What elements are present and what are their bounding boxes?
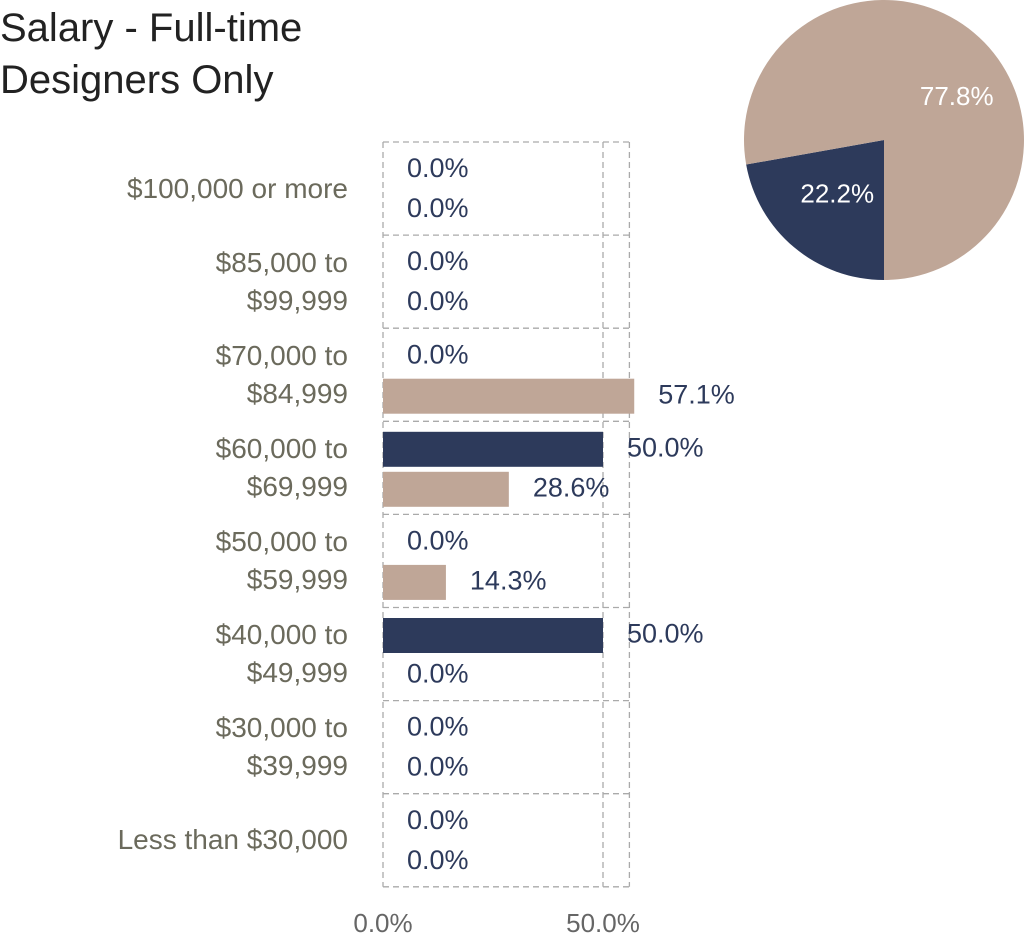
category-label: $50,000 to $59,999 <box>215 525 348 595</box>
bar <box>383 471 509 507</box>
category-label: $30,000 to $39,999 <box>215 712 348 782</box>
pie-slice <box>746 140 884 280</box>
category-label: $100,000 or more <box>126 172 348 204</box>
bar <box>383 564 446 600</box>
category-label: Less than $30,000 <box>117 824 348 856</box>
value-label: 0.0% <box>407 805 469 835</box>
value-label: 0.0% <box>407 659 469 689</box>
chart-title: Salary - Full-time Designers Only <box>0 6 303 102</box>
bar <box>383 618 603 653</box>
value-label: 0.0% <box>407 339 469 369</box>
value-label: 0.0% <box>407 712 469 742</box>
pie-slice <box>744 0 1024 280</box>
category-label: $60,000 to $69,999 <box>215 432 348 502</box>
category-label: $40,000 to $49,999 <box>215 619 348 689</box>
value-label: 50.0% <box>627 619 704 649</box>
value-label: 0.0% <box>407 752 469 782</box>
value-label: 0.0% <box>407 246 469 276</box>
slice-label: 22.2% <box>800 179 874 209</box>
value-label: 0.0% <box>407 153 469 183</box>
bar <box>383 431 603 467</box>
x-tick-label: 50.0% <box>566 908 640 938</box>
value-label: 14.3% <box>470 566 547 596</box>
value-label: 57.1% <box>658 379 735 409</box>
category-label: $70,000 to $84,999 <box>215 339 348 409</box>
value-label: 50.0% <box>627 432 704 462</box>
value-label: 0.0% <box>407 845 469 875</box>
value-label: 0.0% <box>407 526 469 556</box>
x-tick-label: 0.0% <box>353 908 412 938</box>
value-label: 28.6% <box>533 472 610 502</box>
value-label: 0.0% <box>407 193 469 223</box>
slice-label: 77.8% <box>920 81 994 111</box>
value-label: 0.0% <box>407 286 469 316</box>
category-label: $85,000 to $99,999 <box>215 246 348 316</box>
bar <box>383 378 635 414</box>
